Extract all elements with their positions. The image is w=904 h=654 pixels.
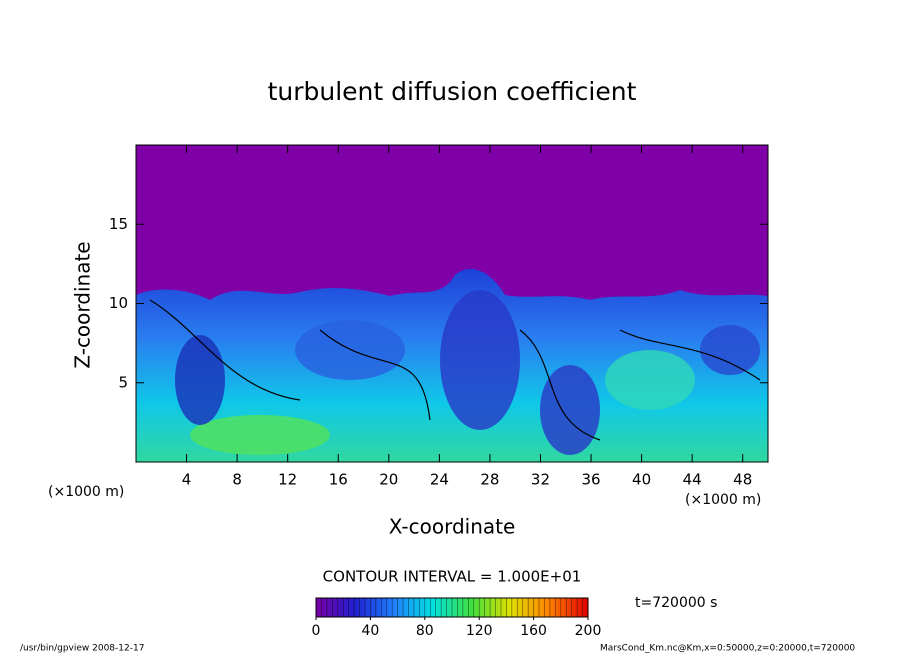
- footer-left: /usr/bin/gpview 2008-12-17: [20, 644, 144, 654]
- contour-line: [149, 299, 761, 441]
- eddy: [605, 350, 695, 410]
- x-tick-label: 16: [329, 471, 348, 489]
- x-tick-label: 24: [430, 471, 449, 489]
- time-label: t=720000 s: [635, 595, 717, 611]
- x-tick-label: 28: [480, 471, 499, 489]
- colorbar-tick-label: 40: [361, 623, 379, 639]
- eddy: [440, 290, 520, 430]
- eddy: [190, 415, 330, 455]
- y-axis-label: Z-coordinate: [71, 241, 95, 368]
- eddy: [295, 320, 405, 380]
- y-unit-label: (×1000 m): [48, 484, 124, 500]
- x-tick-label: 4: [182, 471, 192, 489]
- x-tick-label: 48: [733, 471, 752, 489]
- x-tick-label: 44: [683, 471, 702, 489]
- x-axis-label: X-coordinate: [389, 515, 516, 539]
- colorbar-tick-label: 120: [466, 623, 493, 639]
- colorbar-tick-label: 200: [575, 623, 602, 639]
- y-tick-label: 5: [118, 373, 128, 391]
- contour-interval: CONTOUR INTERVAL = 1.000E+01: [323, 568, 582, 586]
- y-tick-label: 10: [109, 294, 128, 312]
- x-unit-label: (×1000 m): [685, 492, 761, 508]
- x-tick-label: 20: [379, 471, 398, 489]
- colorbar-tick-label: 0: [312, 623, 321, 639]
- eddy: [540, 365, 600, 455]
- colorbar-tick-label: 80: [416, 623, 434, 639]
- footer-right: MarsCond_Km.nc@Km,x=0:50000,z=0:20000,t=…: [600, 644, 855, 654]
- colorbar-tick-label: 160: [520, 623, 547, 639]
- x-tick-label: 40: [632, 471, 651, 489]
- chart-title: turbulent diffusion coefficient: [268, 77, 637, 106]
- x-tick-label: 8: [232, 471, 242, 489]
- field: [135, 144, 769, 463]
- x-tick-label: 32: [531, 471, 550, 489]
- x-tick-label: 36: [581, 471, 600, 489]
- eddy: [175, 335, 225, 425]
- y-tick-label: 15: [109, 215, 128, 233]
- x-tick-label: 12: [278, 471, 297, 489]
- eddy: [700, 325, 760, 375]
